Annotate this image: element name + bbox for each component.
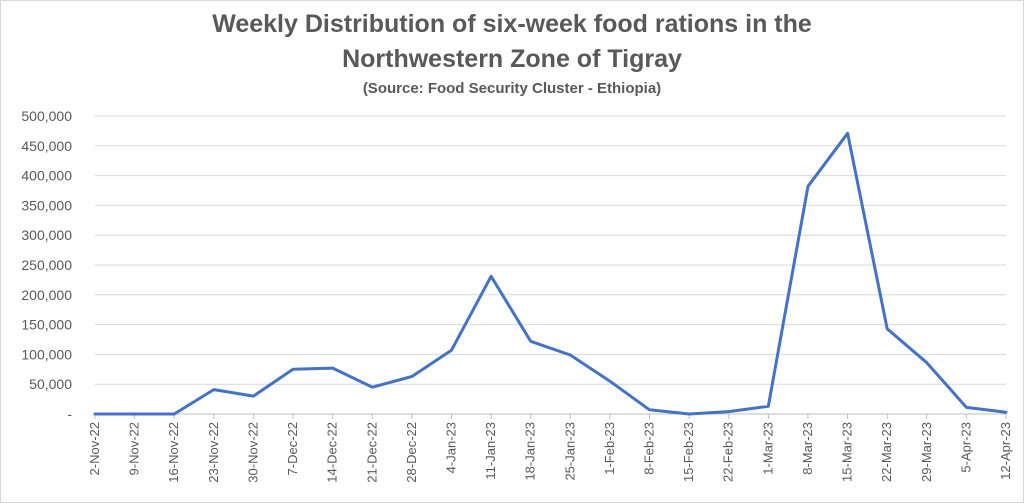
x-tick-label: 5-Apr-23	[958, 422, 973, 473]
x-tick-label: 29-Mar-23	[919, 422, 934, 482]
x-tick-label: 15-Feb-23	[681, 422, 696, 482]
data-point	[370, 385, 374, 389]
x-tick-label: 1-Feb-23	[602, 422, 617, 475]
data-point	[608, 379, 612, 383]
data-point	[687, 412, 691, 416]
y-tick-label: 250,000	[21, 257, 72, 273]
data-point	[846, 131, 850, 135]
y-tick-label: 50,000	[29, 376, 72, 392]
x-tick-label: 1-Mar-23	[760, 422, 775, 475]
x-tick-label: 22-Feb-23	[721, 422, 736, 482]
data-point	[133, 412, 137, 416]
x-tick-label: 4-Jan-23	[443, 422, 458, 473]
data-point	[568, 353, 572, 357]
data-point	[727, 410, 731, 414]
data-point	[331, 366, 335, 370]
x-tick-label: 12-Apr-23	[998, 422, 1013, 480]
data-point	[449, 348, 453, 352]
x-tick-label: 22-Mar-23	[879, 422, 894, 482]
x-tick-label: 14-Dec-22	[325, 422, 340, 483]
data-point	[885, 327, 889, 331]
chart-title-line1: Weekly Distribution of six-week food rat…	[212, 10, 812, 38]
data-point	[93, 412, 97, 416]
x-tick-label: 23-Nov-22	[206, 422, 221, 483]
y-tick-label: 300,000	[21, 227, 72, 243]
x-tick-label: 25-Jan-23	[562, 422, 577, 481]
y-tick-label: 400,000	[21, 168, 72, 184]
y-tick-label: 200,000	[21, 287, 72, 303]
data-point	[410, 374, 414, 378]
x-tick-label: 8-Mar-23	[800, 422, 815, 475]
data-point	[172, 412, 176, 416]
data-point	[648, 408, 652, 412]
x-tick-label: 2-Nov-22	[87, 422, 102, 475]
series-line	[93, 131, 1008, 416]
data-point	[212, 388, 216, 392]
y-tick-label: -	[67, 406, 72, 422]
data-point	[1004, 410, 1008, 414]
data-point	[806, 184, 810, 188]
y-tick-label: 500,000	[21, 108, 72, 124]
data-point	[251, 394, 255, 398]
data-point	[964, 405, 968, 409]
x-tick-label: 11-Jan-23	[483, 422, 498, 480]
x-tick-label: 15-Mar-23	[840, 422, 855, 482]
x-tick-label: 28-Dec-22	[404, 422, 419, 483]
data-point	[489, 274, 493, 278]
x-tick-label: 8-Feb-23	[642, 422, 657, 475]
x-tick-label: 18-Jan-23	[523, 422, 538, 481]
x-tick-label: 9-Nov-22	[127, 422, 142, 475]
data-point	[925, 361, 929, 365]
chart-title-line2: Northwestern Zone of Tigray	[342, 45, 682, 73]
data-point	[291, 367, 295, 371]
data-point	[766, 404, 770, 408]
y-tick-label: 350,000	[21, 197, 72, 213]
y-tick-label: 450,000	[21, 138, 72, 154]
x-tick-label: 21-Dec-22	[364, 422, 379, 483]
x-tick-label: 7-Dec-22	[285, 422, 300, 475]
data-point	[529, 339, 533, 343]
y-tick-label: 100,000	[21, 346, 72, 362]
y-tick-label: 150,000	[21, 317, 72, 333]
x-tick-label: 30-Nov-22	[245, 422, 260, 483]
x-tick-label: 16-Nov-22	[166, 422, 181, 483]
chart-subtitle: (Source: Food Security Cluster - Ethiopi…	[362, 80, 662, 97]
